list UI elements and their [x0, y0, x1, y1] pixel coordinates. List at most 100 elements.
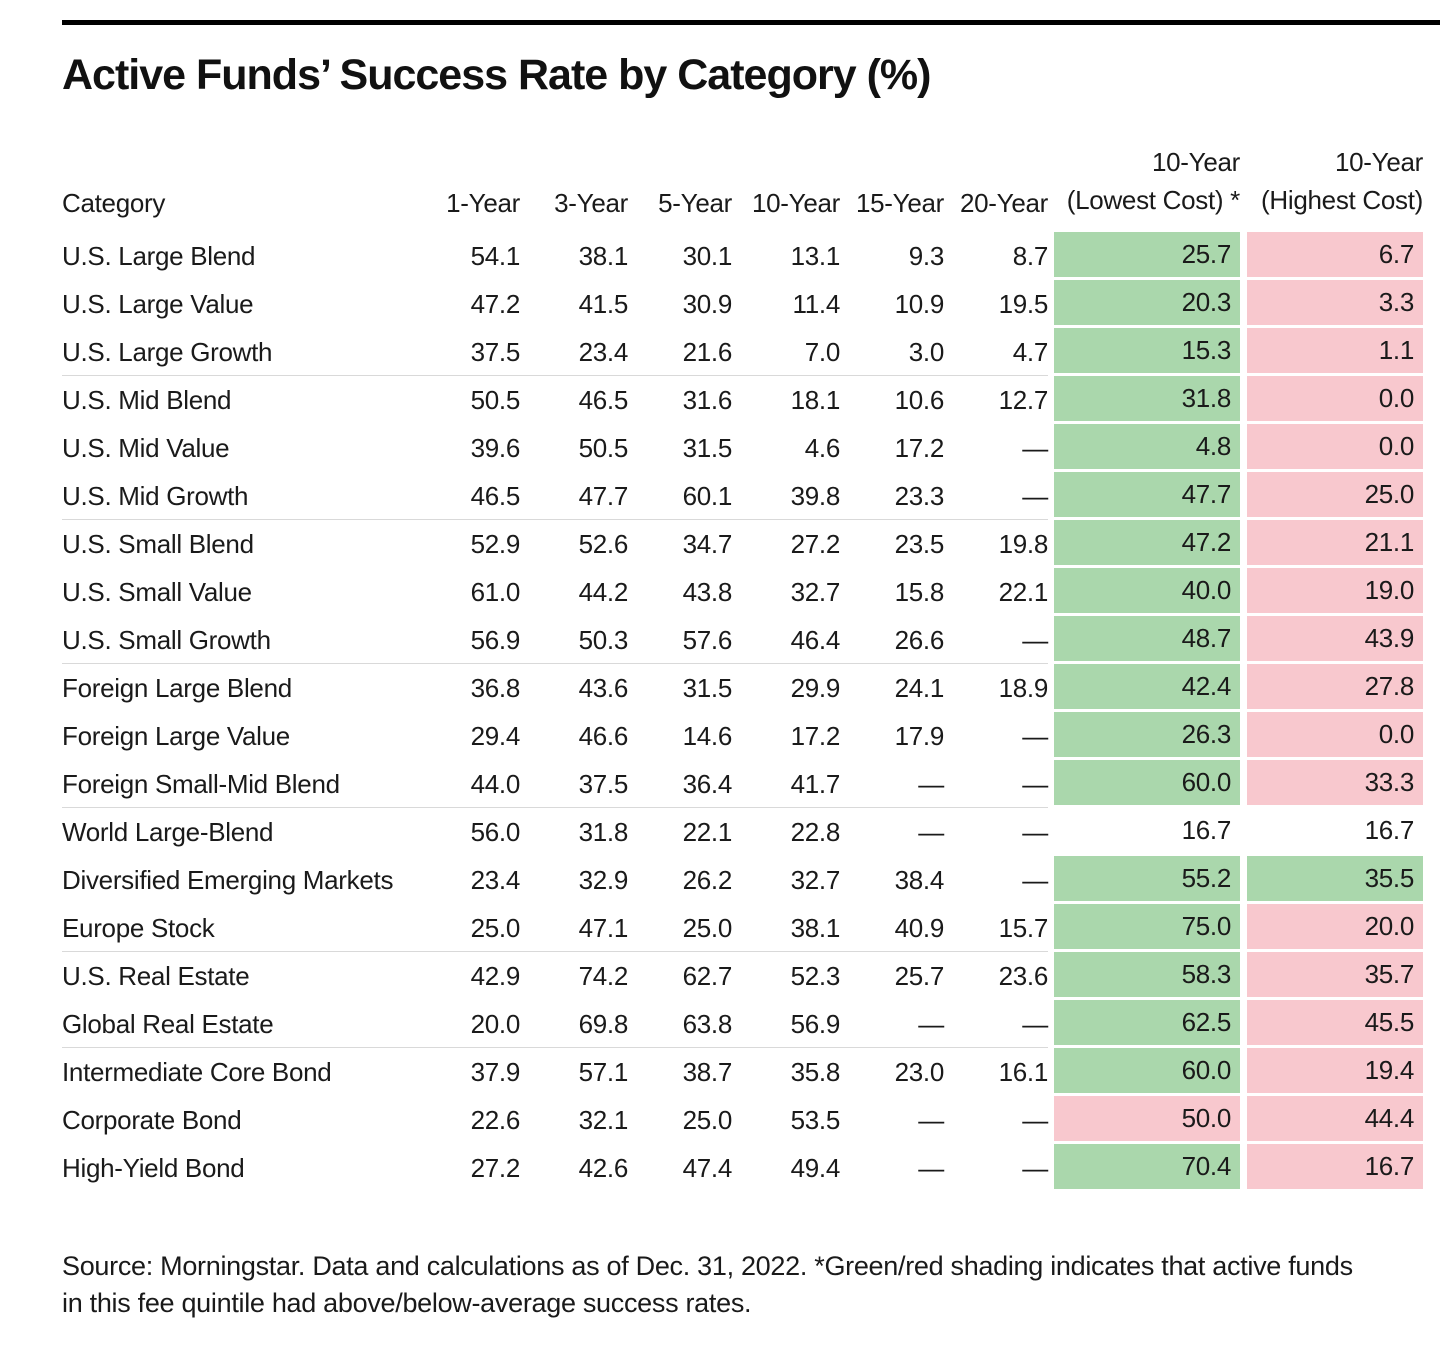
lowest-cost-cell: 70.4 [1054, 1144, 1240, 1193]
value-cell: 44.2 [578, 576, 629, 607]
value-cell: 15.8 [894, 576, 945, 607]
category-cell: Diversified Emerging Markets [62, 864, 394, 895]
value-cell: — [1022, 768, 1048, 799]
value-cell: — [918, 1008, 944, 1039]
value-cell: 26.6 [894, 624, 945, 655]
table-header-row: Category 1-Year 3-Year 5-Year 10-Year 15… [62, 144, 1423, 219]
category-cell: U.S. Mid Blend [62, 384, 232, 415]
value-cell: 38.7 [682, 1056, 733, 1087]
value-cell: — [1022, 1104, 1048, 1135]
highest-cost-cell: 25.0 [1247, 472, 1423, 521]
value-cell: — [1022, 864, 1048, 895]
value-cell: 43.6 [578, 672, 629, 703]
value-cell: 26.2 [682, 864, 733, 895]
value-cell: 42.9 [470, 960, 521, 991]
value-cell: 8.7 [1012, 240, 1049, 271]
value-cell: 52.9 [470, 528, 521, 559]
table-row: U.S. Small Growth 56.9 50.3 57.6 46.4 26… [62, 616, 1423, 665]
lowest-cost-header-line1: 10-Year [1151, 147, 1240, 177]
value-cell: — [1022, 720, 1048, 751]
value-cell: 25.0 [682, 1104, 733, 1135]
highest-cost-cell: 21.1 [1247, 520, 1423, 569]
value-cell: 31.8 [578, 816, 629, 847]
success-rate-table: Category 1-Year 3-Year 5-Year 10-Year 15… [62, 144, 1423, 1193]
value-cell: 60.1 [682, 480, 733, 511]
value-cell: 21.6 [682, 336, 733, 367]
category-cell: U.S. Large Value [62, 288, 254, 319]
value-cell: 25.7 [894, 960, 945, 991]
value-cell: 23.0 [894, 1056, 945, 1087]
value-cell: 29.9 [790, 672, 841, 703]
category-cell: Intermediate Core Bond [62, 1056, 332, 1087]
highest-cost-cell: 20.0 [1247, 904, 1423, 953]
value-cell: 17.2 [894, 432, 945, 463]
highest-cost-cell: 16.7 [1247, 1144, 1423, 1193]
value-cell: 25.0 [682, 912, 733, 943]
category-cell: U.S. Mid Growth [62, 480, 249, 511]
value-cell: 23.4 [470, 864, 521, 895]
value-cell: — [1022, 624, 1048, 655]
table-row: Foreign Large Value 29.4 46.6 14.6 17.2 … [62, 712, 1423, 761]
highest-cost-header-line2: (Highest Cost) [1261, 184, 1423, 215]
category-cell: U.S. Mid Value [62, 432, 230, 463]
highest-cost-header: 10-Year (Highest Cost) [1247, 144, 1423, 219]
value-cell: — [918, 768, 944, 799]
lowest-cost-cell: 26.3 [1054, 712, 1240, 761]
highest-cost-cell: 6.7 [1247, 232, 1423, 281]
value-cell: 36.8 [470, 672, 521, 703]
value-cell: 4.6 [804, 432, 841, 463]
highest-cost-cell: 43.9 [1247, 616, 1423, 665]
table-row: Foreign Large Blend 36.8 43.6 31.5 29.9 … [62, 663, 1423, 713]
category-cell: U.S. Large Growth [62, 336, 273, 367]
lowest-cost-cell: 48.7 [1054, 616, 1240, 665]
value-cell: 49.4 [790, 1152, 841, 1183]
table-row: Diversified Emerging Markets 23.4 32.9 2… [62, 856, 1423, 905]
category-cell: U.S. Small Blend [62, 528, 254, 559]
highest-cost-cell: 33.3 [1247, 760, 1423, 809]
value-cell: 10.6 [894, 384, 945, 415]
value-cell: — [918, 1104, 944, 1135]
value-cell: 56.9 [790, 1008, 841, 1039]
value-cell: 11.4 [792, 288, 841, 319]
value-cell: 17.9 [894, 720, 945, 751]
table-row: U.S. Large Growth 37.5 23.4 21.6 7.0 3.0… [62, 328, 1423, 377]
lowest-cost-cell: 20.3 [1054, 280, 1240, 329]
category-cell: Foreign Small-Mid Blend [62, 768, 340, 799]
period-header-15y: 15-Year [855, 188, 944, 219]
category-cell: U.S. Small Growth [62, 624, 271, 655]
value-cell: 41.5 [578, 288, 629, 319]
table-row: U.S. Small Value 61.0 44.2 43.8 32.7 15.… [62, 568, 1423, 617]
value-cell: 19.5 [998, 288, 1049, 319]
value-cell: 50.5 [578, 432, 629, 463]
value-cell: 62.7 [682, 960, 733, 991]
lowest-cost-cell: 42.4 [1054, 664, 1240, 713]
value-cell: 27.2 [790, 528, 841, 559]
value-cell: 34.7 [682, 528, 733, 559]
value-cell: — [1022, 1152, 1048, 1183]
source-note-line2: in this fee quintile had above/below-ave… [62, 1287, 752, 1318]
value-cell: 46.6 [578, 720, 629, 751]
value-cell: 30.9 [682, 288, 733, 319]
value-cell: 31.5 [682, 432, 733, 463]
value-cell: 56.9 [470, 624, 521, 655]
value-cell: 38.1 [578, 240, 629, 271]
value-cell: 24.1 [894, 672, 945, 703]
value-cell: — [1022, 816, 1048, 847]
highest-cost-cell: 27.8 [1247, 664, 1423, 713]
category-cell: U.S. Large Blend [62, 240, 256, 271]
value-cell: — [1022, 432, 1048, 463]
lowest-cost-cell: 60.0 [1054, 1048, 1240, 1097]
highest-cost-cell: 45.5 [1247, 1000, 1423, 1049]
value-cell: 40.9 [894, 912, 945, 943]
value-cell: 35.8 [790, 1056, 841, 1087]
source-note: Source: Morningstar. Data and calculatio… [62, 1248, 1440, 1321]
lowest-cost-cell: 47.2 [1054, 520, 1240, 569]
category-cell: U.S. Small Value [62, 576, 252, 607]
highest-cost-cell: 0.0 [1247, 712, 1423, 761]
value-cell: 50.5 [470, 384, 521, 415]
category-cell: Corporate Bond [62, 1104, 242, 1135]
highest-cost-cell: 16.7 [1364, 815, 1415, 846]
value-cell: 22.8 [790, 816, 841, 847]
top-rule [62, 20, 1440, 25]
value-cell: 32.7 [790, 576, 841, 607]
